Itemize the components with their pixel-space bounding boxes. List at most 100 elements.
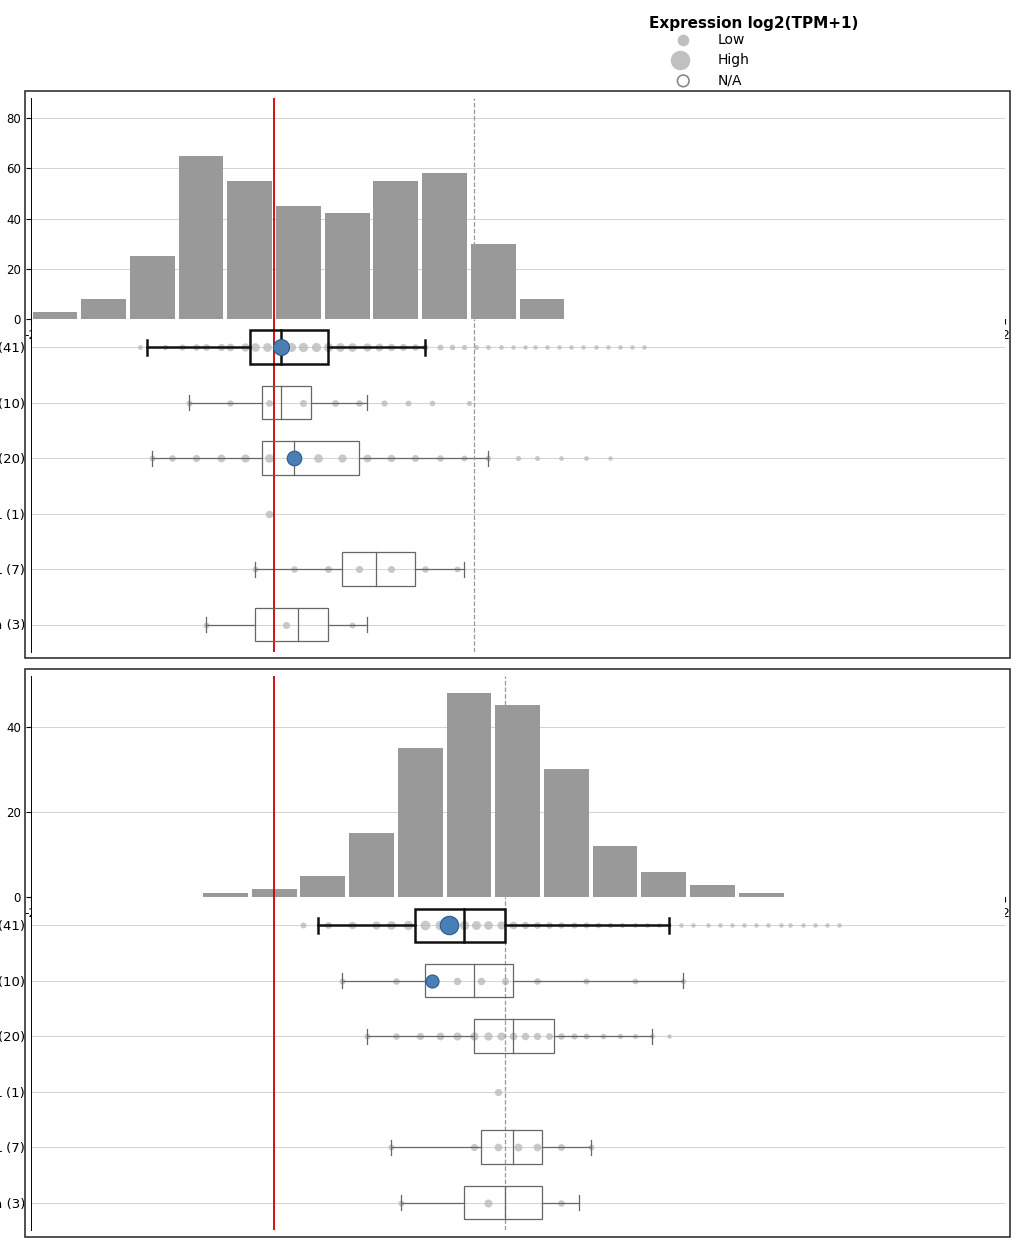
Point [424, 970, 440, 990]
Point [480, 1193, 496, 1213]
Point [431, 1027, 447, 1047]
Point [529, 448, 545, 468]
Point [259, 337, 275, 357]
Point [577, 970, 593, 990]
Point [771, 916, 788, 936]
Text: Expression log2(TPM+1): Expression log2(TPM+1) [648, 16, 858, 31]
Bar [82, 300, 126, 320]
Bar [592, 847, 637, 898]
Point [382, 448, 398, 468]
Point [222, 337, 238, 357]
Point [636, 337, 652, 357]
Point [638, 916, 654, 936]
Point [552, 1027, 569, 1047]
Point [282, 337, 299, 357]
Point [387, 970, 404, 990]
Point [343, 615, 360, 634]
Point [319, 337, 335, 357]
Point [577, 1027, 593, 1047]
Point [711, 916, 728, 936]
Bar [519, 300, 564, 320]
Point [794, 916, 810, 936]
Point [431, 337, 447, 357]
Point [156, 337, 172, 357]
Point [417, 337, 433, 357]
Point [529, 970, 545, 990]
Bar [474, 1019, 553, 1053]
Point [480, 1027, 496, 1047]
Point [577, 448, 593, 468]
Point [370, 337, 386, 357]
X-axis label: Gene Effect (CERES): Gene Effect (CERES) [446, 924, 588, 938]
Point [582, 1137, 598, 1157]
Point [399, 392, 416, 412]
Bar [250, 331, 327, 363]
Point [672, 916, 688, 936]
Point [675, 71, 691, 91]
Point [187, 448, 204, 468]
Point [222, 392, 238, 412]
Point [448, 560, 465, 580]
Bar [348, 833, 393, 898]
Bar [203, 893, 248, 898]
Point [407, 448, 423, 468]
Point [508, 1137, 526, 1157]
Bar [415, 908, 505, 942]
Point [489, 1082, 505, 1102]
Point [382, 1137, 398, 1157]
Point [319, 916, 335, 936]
Bar [262, 441, 359, 475]
Point [529, 916, 545, 936]
Point [601, 448, 618, 468]
Point [480, 337, 496, 357]
Point [747, 916, 763, 936]
Point [334, 970, 351, 990]
Point [412, 1027, 428, 1047]
Bar [301, 876, 344, 898]
Point [431, 916, 447, 936]
Point [455, 916, 472, 936]
Point [351, 392, 367, 412]
Point [552, 1137, 569, 1157]
Point [806, 916, 822, 936]
Point [575, 337, 591, 357]
Point [830, 916, 847, 936]
Point [504, 916, 521, 936]
Point [489, 1137, 505, 1157]
Point [660, 1027, 677, 1047]
Point [382, 560, 398, 580]
Point [319, 560, 335, 580]
Point [448, 1027, 465, 1047]
Point [552, 448, 569, 468]
Point [285, 448, 302, 468]
Point [358, 337, 374, 357]
Point [278, 615, 294, 634]
Point [624, 337, 640, 357]
Point [212, 337, 228, 357]
Point [626, 1027, 642, 1047]
Point [358, 448, 374, 468]
Point [382, 916, 398, 936]
Point [504, 337, 521, 357]
Point [441, 916, 458, 936]
Point [611, 337, 628, 357]
Text: High: High [716, 54, 749, 67]
Y-axis label: Count: Count [0, 767, 3, 807]
Point [261, 392, 277, 412]
Point [407, 337, 423, 357]
Point [382, 337, 398, 357]
Bar [33, 312, 77, 320]
Bar [255, 608, 327, 641]
Point [368, 916, 384, 936]
Point [550, 337, 567, 357]
Point [565, 1027, 581, 1047]
Text: Low: Low [716, 32, 744, 46]
Point [198, 615, 214, 634]
Bar [373, 181, 418, 320]
Point [565, 916, 581, 936]
Point [443, 916, 460, 936]
Point [392, 1193, 409, 1213]
Point [358, 1027, 374, 1047]
Bar [464, 1185, 541, 1219]
Point [466, 1137, 482, 1157]
